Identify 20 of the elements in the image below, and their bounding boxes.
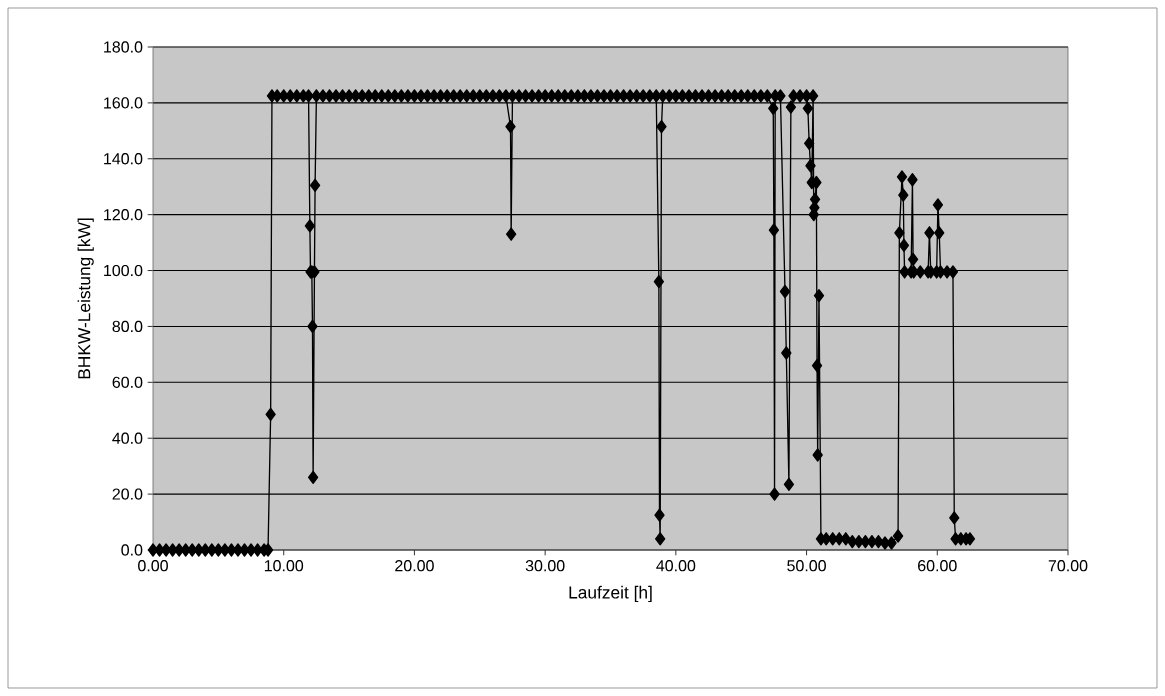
- x-tick-label: 0.00: [138, 560, 168, 572]
- x-tick-label: 60.00: [918, 560, 957, 572]
- y-tick-label: 180.0: [104, 41, 143, 53]
- x-tick-label: 20.00: [395, 560, 434, 572]
- x-tick-label: 50.00: [787, 560, 826, 572]
- y-tick-label: 120.0: [104, 209, 143, 221]
- x-tick-label: 10.00: [264, 560, 304, 572]
- y-axis-title: BHKW-Leistung [kW]: [77, 218, 94, 379]
- x-tick-label: 40.00: [656, 560, 696, 572]
- y-tick-label: 160.0: [104, 97, 143, 109]
- y-tick-label: 60.0: [112, 376, 143, 388]
- y-tick-label: 0.0: [121, 544, 143, 556]
- x-tick-label: 30.00: [525, 560, 565, 572]
- x-tick-label: 70.00: [1048, 560, 1088, 572]
- y-tick-label: 80.0: [112, 320, 143, 333]
- y-tick-label: 100.0: [104, 264, 143, 277]
- y-tick-label: 20.0: [112, 488, 143, 500]
- y-tick-label: 40.0: [112, 432, 143, 444]
- x-axis-title: Laufzeit [h]: [569, 585, 652, 602]
- y-tick-label: 140.0: [104, 153, 143, 165]
